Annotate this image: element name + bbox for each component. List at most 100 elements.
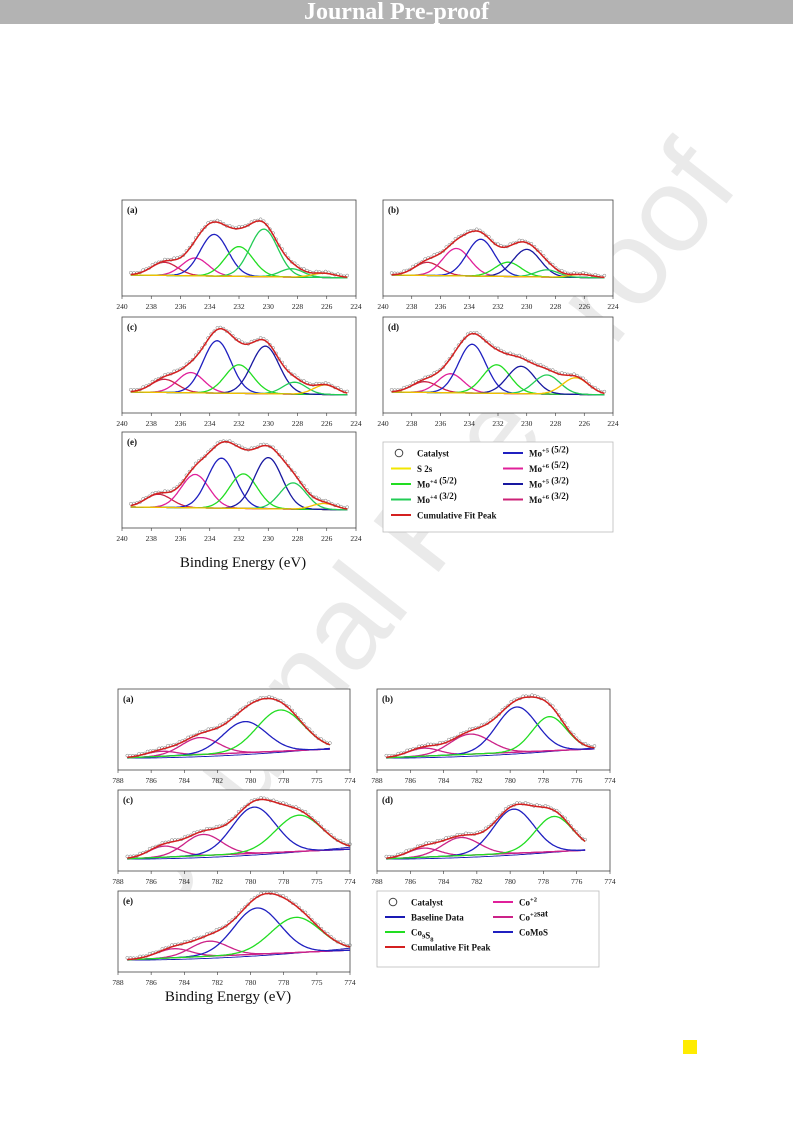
- x-tick-label: 784: [179, 877, 191, 886]
- x-tick-label: 230: [263, 534, 275, 543]
- x-tick-label: 232: [233, 302, 245, 311]
- x-tick-label: 784: [179, 978, 191, 987]
- x-tick-label: 226: [321, 302, 333, 311]
- x-tick-label: 788: [371, 877, 383, 886]
- x-tick-label: 232: [233, 534, 245, 543]
- peak-component: [386, 715, 595, 759]
- legend-item-fit: Cumulative Fit Peak: [391, 511, 497, 521]
- x-tick-label: 786: [146, 877, 158, 886]
- data-point: [313, 819, 317, 823]
- data-point: [441, 249, 446, 253]
- legend-item-mo5_52: Mo+5 (5/2): [503, 445, 569, 459]
- legend-label: Co+2sat: [519, 909, 548, 923]
- legend-item-catalyst: Catalyst: [394, 449, 449, 459]
- x-tick-label: 236: [175, 302, 187, 311]
- x-tick-label: 230: [521, 419, 533, 428]
- x-axis-title: Binding Energy (eV): [165, 989, 291, 1005]
- x-tick-label: 774: [344, 776, 356, 785]
- data-point: [322, 828, 327, 832]
- data-point: [181, 479, 186, 483]
- legend-label: Co9S8: [411, 928, 434, 944]
- x-tick-label: 224: [350, 302, 362, 311]
- x-tick-label: 228: [550, 302, 562, 311]
- x-tick-label: 240: [116, 302, 128, 311]
- peak-component: [127, 916, 351, 961]
- panel-label: (b): [388, 205, 399, 215]
- x-tick-label: 778: [538, 877, 550, 886]
- x-tick-label: 784: [438, 776, 450, 785]
- cumulative-fit-curve: [127, 697, 331, 759]
- x-tick-label: 240: [377, 302, 389, 311]
- x-tick-label: 775: [311, 776, 323, 785]
- legend-label: Co+2: [519, 897, 537, 908]
- x-tick-label: 788: [112, 776, 124, 785]
- x-tick-label: 788: [112, 978, 124, 987]
- peak-component: [391, 377, 605, 395]
- panel-label: (c): [123, 795, 133, 805]
- spectrum-panel: (a) 240 238 236 234 232 230 228 226 224: [116, 199, 362, 311]
- x-tick-label: 786: [146, 776, 158, 785]
- x-tick-label: 782: [471, 877, 483, 886]
- legend-item-co9s8: Co9S8: [385, 928, 434, 944]
- data-point: [296, 716, 300, 720]
- spectrum-panel: (e) 240 238 236 234 232 230 228 226 224: [116, 431, 362, 543]
- x-tick-label: 230: [263, 302, 275, 311]
- data-point: [462, 336, 467, 341]
- x-tick-label: 226: [321, 419, 333, 428]
- x-tick-label: 236: [175, 534, 187, 543]
- x-tick-label: 226: [579, 419, 591, 428]
- x-tick-label: 224: [350, 534, 362, 543]
- panel-label: (e): [123, 896, 133, 906]
- cumulative-fit-curve: [127, 892, 351, 961]
- data-point: [268, 342, 272, 347]
- x-tick-label: 226: [321, 534, 333, 543]
- spectrum-panel: (d) 788 786 784 782 780 778 776 774: [371, 789, 616, 886]
- x-tick-label: 228: [292, 534, 304, 543]
- spectrum-panel: (a) 788 786 784 782 780 778 775 774: [112, 688, 356, 785]
- data-point: [246, 902, 250, 907]
- yellow-marker: [683, 1040, 697, 1054]
- legend-item-mo6_32: Mo+6 (3/2): [503, 491, 569, 505]
- panel-label: (a): [123, 694, 134, 704]
- legend: Catalyst Co+2 Baseline Data Co+2sat Co9S8 CoM…: [376, 890, 600, 968]
- legend-item-co2: Co+2: [493, 897, 537, 908]
- panel-label: (a): [127, 205, 138, 215]
- x-tick-label: 780: [245, 978, 257, 987]
- x-tick-label: 774: [344, 877, 356, 886]
- peak-component: [127, 940, 350, 961]
- x-tick-label: 236: [435, 419, 447, 428]
- cumulative-fit-curve: [130, 220, 348, 278]
- peak-component: [130, 384, 348, 395]
- spectrum-panel: (c) 788 786 784 782 780 778 775 774: [112, 789, 356, 886]
- x-tick-label: 230: [263, 419, 275, 428]
- panel-label: (d): [382, 795, 393, 805]
- data-point: [203, 225, 207, 229]
- data-point: [441, 365, 446, 369]
- x-tick-label: 234: [204, 419, 216, 428]
- cumulative-fit-curve: [386, 696, 595, 759]
- x-tick-label: 778: [278, 978, 290, 987]
- x-tick-label: 232: [492, 302, 504, 311]
- data-point: [235, 712, 240, 716]
- x-tick-label: 774: [604, 877, 616, 886]
- legend-label: Mo+4 (3/2): [417, 491, 457, 505]
- legend-item-mo5_32: Mo+5 (3/2): [503, 476, 569, 490]
- x-tick-label: 234: [464, 419, 476, 428]
- x-tick-label: 234: [204, 302, 216, 311]
- journal-banner: Journal Pre-proof: [0, 0, 793, 24]
- x-tick-label: 238: [406, 302, 418, 311]
- x-tick-label: 238: [146, 302, 158, 311]
- legend-label: CoMoS: [519, 928, 548, 938]
- data-point: [492, 820, 497, 824]
- baseline-data-curve: [386, 849, 586, 860]
- x-tick-label: 788: [112, 877, 124, 886]
- data-point: [547, 261, 552, 265]
- legend-item-comos: CoMoS: [493, 928, 548, 938]
- cumulative-fit-curve: [391, 332, 605, 395]
- legend-item-mo4_32: Mo+4 (3/2): [391, 491, 457, 505]
- data-point: [289, 260, 294, 264]
- x-tick-label: 778: [278, 776, 290, 785]
- x-tick-label: 238: [146, 419, 158, 428]
- peak-component: [127, 814, 351, 860]
